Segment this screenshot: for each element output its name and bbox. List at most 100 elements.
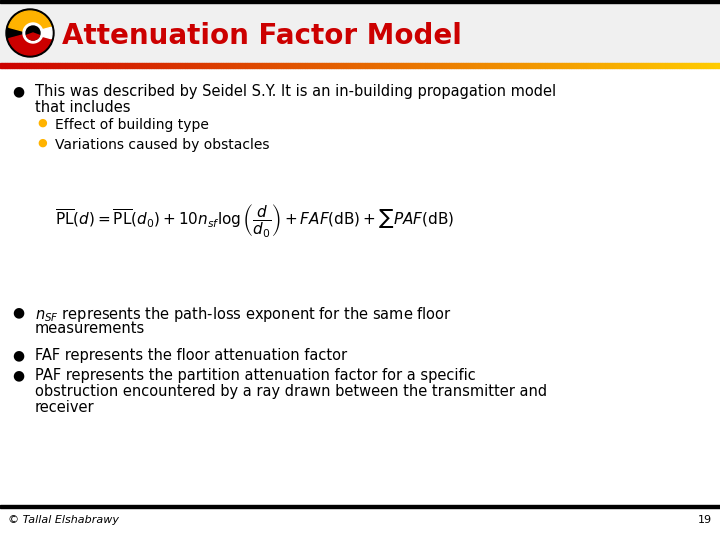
Bar [607,63,610,68]
Bar [84,63,86,68]
Text: ●: ● [12,305,24,319]
Bar [403,63,405,68]
Bar [336,63,338,68]
Bar [139,63,142,68]
Bar [495,63,497,68]
Bar [43,63,45,68]
Bar [135,63,137,68]
Bar [341,63,343,68]
Bar [113,63,115,68]
Bar [257,63,259,68]
Bar [151,63,153,68]
Bar [243,63,245,68]
Bar [468,63,470,68]
Bar [482,63,485,68]
Bar [192,63,194,68]
Bar [585,63,588,68]
Bar [665,63,667,68]
Bar [14,63,17,68]
Bar [567,63,569,68]
Bar [250,63,252,68]
Text: Effect of building type: Effect of building type [55,118,209,132]
Text: $\overline{\mathrm{PL}}\left(d\right)=\overline{\mathrm{PL}}\left(d_0\right)+10n: $\overline{\mathrm{PL}}\left(d\right)=\o… [55,201,454,239]
Bar [466,63,468,68]
Bar [264,63,266,68]
Bar [288,63,290,68]
Bar [490,63,492,68]
Bar [559,63,562,68]
Bar [612,63,614,68]
Bar [326,63,329,68]
Bar [617,63,619,68]
Bar [79,63,81,68]
Bar [531,63,533,68]
Bar [492,63,495,68]
Bar [626,63,629,68]
Bar [247,63,250,68]
Bar [142,63,144,68]
Bar [459,63,461,68]
Bar [576,63,578,68]
Bar [600,63,603,68]
Bar [34,63,36,68]
Bar [286,63,288,68]
Bar [698,63,701,68]
Bar [660,63,662,68]
Bar [410,63,413,68]
Bar [449,63,451,68]
Bar [562,63,564,68]
Bar [333,63,336,68]
Bar [233,63,235,68]
Circle shape [23,23,43,43]
Bar [348,63,351,68]
Bar [670,63,672,68]
Bar [238,63,240,68]
Circle shape [26,26,40,40]
Bar [324,63,326,68]
Bar [639,63,641,68]
Text: obstruction encountered by a ray drawn between the transmitter and: obstruction encountered by a ray drawn b… [35,384,547,399]
Bar [533,63,535,68]
Bar [29,63,31,68]
Bar [521,63,523,68]
Bar [391,63,394,68]
Bar [158,63,161,68]
Bar [430,63,432,68]
Bar [295,63,297,68]
Bar [171,63,173,68]
Bar [384,63,387,68]
Bar [266,63,269,68]
Bar [641,63,643,68]
Bar [657,63,660,68]
Bar [137,63,139,68]
Bar [672,63,675,68]
Bar [351,63,353,68]
Bar [535,63,538,68]
Bar [182,63,185,68]
Bar [684,63,686,68]
Bar [101,63,103,68]
Text: 19: 19 [698,515,712,525]
Bar [583,63,585,68]
Bar [163,63,166,68]
Bar [38,63,41,68]
Text: ●: ● [12,348,24,362]
Bar [470,63,473,68]
Bar [595,63,598,68]
Bar [621,63,624,68]
Bar [293,63,295,68]
Bar [703,63,706,68]
Bar [379,63,382,68]
Bar [146,63,149,68]
Bar [307,63,310,68]
Bar [485,63,487,68]
Bar [610,63,612,68]
Bar [646,63,648,68]
Bar [691,63,693,68]
Bar [513,63,516,68]
Bar [545,63,547,68]
Bar [22,63,24,68]
Bar [516,63,518,68]
Bar [175,63,178,68]
Bar [60,63,63,68]
